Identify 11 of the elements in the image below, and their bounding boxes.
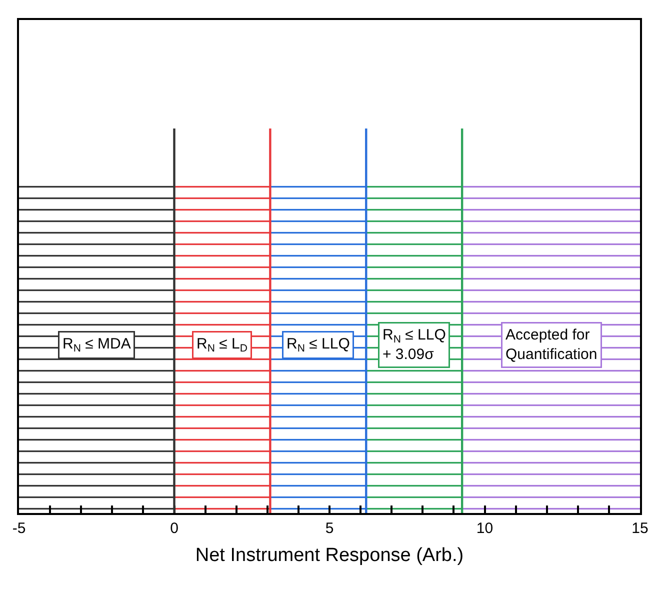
series-label: Accepted for Quantification — [506, 326, 598, 363]
series-label: R$_{N}$ ≤ L$_{D}$ — [196, 336, 248, 355]
x-axis-title: Net Instrument Response (Arb.) — [195, 545, 464, 566]
series-label: R$_{N}$ ≤ LLQ — [286, 336, 350, 355]
x-tick-label: 15 — [632, 520, 648, 537]
x-tick-label: 10 — [476, 520, 494, 537]
x-tick-label: -5 — [12, 520, 26, 537]
x-tick-label: 5 — [325, 520, 334, 537]
series-label: R$_{N}$ ≤ MDA — [62, 336, 131, 355]
series-label: R$_{N}$ ≤ LLQ + 3.09σ — [382, 326, 446, 363]
x-tick-label: 0 — [170, 520, 178, 537]
